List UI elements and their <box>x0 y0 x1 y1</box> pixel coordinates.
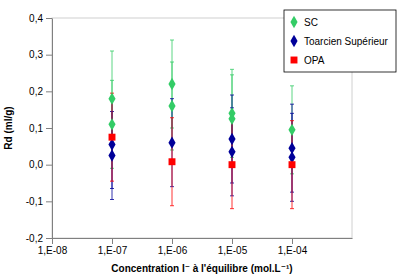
error-cap <box>110 80 114 81</box>
tick-label: 1,E-05 <box>218 245 248 256</box>
tick-label: 0,4 <box>29 13 43 24</box>
error-cap <box>230 208 234 209</box>
tick-mark <box>292 238 293 244</box>
error-cap <box>290 120 294 121</box>
tick: 1,E-05 <box>218 238 248 256</box>
point <box>168 78 175 90</box>
tick-label: 0,1 <box>29 123 43 134</box>
point <box>289 161 296 168</box>
legend-symbol <box>290 35 297 47</box>
error-cap <box>110 199 114 200</box>
point <box>228 133 235 145</box>
y-axis: -0,2 -0,1 0,0 0,1 0,2 0,3 0,4 <box>26 13 53 244</box>
point <box>108 149 115 161</box>
axis-line <box>53 238 353 239</box>
tick: -0,1 <box>26 196 52 207</box>
series <box>110 40 294 174</box>
legend-symbol <box>291 57 298 64</box>
legend-label: Toarcien Supérieur <box>304 36 389 47</box>
tick-mark <box>172 238 173 244</box>
point <box>109 134 116 141</box>
error-cap <box>110 181 114 182</box>
tick-mark <box>46 18 52 19</box>
legend-label: OPA <box>304 55 325 66</box>
legend: SC Toarcien Supérieur OPA <box>284 10 396 72</box>
tick: 0,1 <box>29 123 52 134</box>
legend-label: SC <box>304 17 318 28</box>
error-cap <box>170 117 174 118</box>
point <box>288 124 295 136</box>
tick: -0,2 <box>26 233 52 244</box>
series <box>110 93 294 209</box>
point <box>229 161 236 168</box>
y-axis-title: Rd (ml/g) <box>3 106 14 149</box>
error-cap <box>170 62 174 63</box>
series <box>110 95 294 201</box>
chart: 1,E-08 1,E-07 1,E-06 1,E-05 1,E-04 -0,2 -0,1 0,… <box>0 0 398 278</box>
tick-mark <box>46 201 52 202</box>
tick-mark <box>46 91 52 92</box>
tick-mark <box>46 128 52 129</box>
axis-line <box>52 19 53 239</box>
x-axis: 1,E-08 1,E-07 1,E-06 1,E-05 1,E-04 <box>38 238 353 256</box>
point <box>168 136 175 148</box>
data-layer <box>108 40 295 209</box>
error-cap <box>170 205 174 206</box>
tick-mark <box>46 55 52 56</box>
error-cap <box>290 104 294 105</box>
tick-label: 1,E-04 <box>278 245 308 256</box>
error-cap <box>170 98 174 99</box>
tick: 0,3 <box>29 49 52 60</box>
error-cap <box>170 40 174 41</box>
legend-box <box>284 10 396 72</box>
tick: 0,2 <box>29 86 52 97</box>
tick-label: 0,3 <box>29 49 43 60</box>
tick-mark <box>232 238 233 244</box>
point <box>108 118 115 130</box>
tick-mark <box>46 238 52 239</box>
tick-label: 1,E-06 <box>158 245 188 256</box>
tick-label: 0,2 <box>29 86 43 97</box>
point <box>169 158 176 165</box>
tick-mark <box>112 238 113 244</box>
x-axis-title: Concentration I⁻ à l'équilibre (mol.L⁻¹) <box>111 263 292 274</box>
error-cap <box>290 113 294 114</box>
point <box>228 146 235 158</box>
tick-label: 1,E-08 <box>38 245 68 256</box>
tick: 1,E-06 <box>158 238 188 256</box>
tick-label: 0,0 <box>29 159 43 170</box>
tick-label: 1,E-07 <box>98 245 128 256</box>
error-cap <box>230 74 234 75</box>
tick: 0,4 <box>29 13 52 24</box>
tick-label: -0,2 <box>26 233 44 244</box>
point <box>168 100 175 112</box>
tick-mark <box>46 165 52 166</box>
error-cap <box>230 69 234 70</box>
tick: 1,E-04 <box>278 238 308 256</box>
error-cap <box>290 208 294 209</box>
error-cap <box>230 95 234 96</box>
tick: 1,E-07 <box>98 238 128 256</box>
point <box>228 113 235 125</box>
tick: 0,0 <box>29 159 52 170</box>
legend-symbol <box>290 16 297 28</box>
tick-mark <box>52 238 53 244</box>
error-cap <box>110 51 114 52</box>
tick-label: -0,1 <box>26 196 44 207</box>
error-cap <box>290 85 294 86</box>
point <box>108 92 115 104</box>
